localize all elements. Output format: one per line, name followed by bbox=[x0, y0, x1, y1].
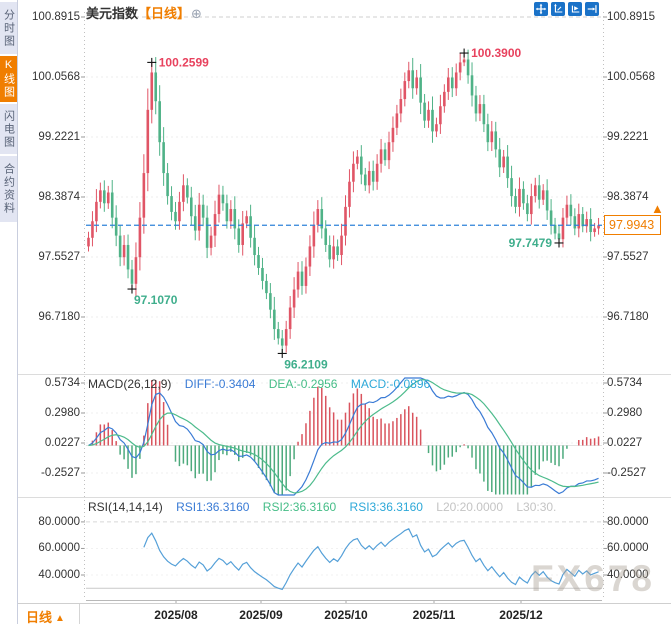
macd-axis-label: 0.0227 bbox=[44, 437, 80, 449]
y-axis-label: 96.7180 bbox=[38, 311, 80, 323]
rsi-l30-value: L30:30. bbox=[516, 500, 557, 514]
macd-axis-label: 0.2980 bbox=[44, 407, 80, 419]
rsi-axis-label: 40.0000 bbox=[607, 569, 649, 581]
symbol-name: 美元指数 bbox=[86, 6, 139, 21]
macd-header: MACD(26,12,9) DIFF:-0.3404 DEA:-0.2956 M… bbox=[88, 377, 440, 391]
macd-axis-label: 0.5734 bbox=[44, 377, 80, 389]
period-toggle-arrow-icon: ▲ bbox=[55, 613, 65, 624]
y-axis-label: 100.8915 bbox=[607, 11, 655, 23]
x-axis-label: 2025/10 bbox=[324, 608, 368, 622]
scale-x-icon[interactable] bbox=[568, 2, 582, 16]
y-axis-label: 97.5527 bbox=[607, 251, 649, 263]
y-axis-label: 100.8915 bbox=[32, 11, 80, 23]
macd-axis-label: -0.2527 bbox=[607, 467, 647, 479]
y-axis-label: 97.5527 bbox=[38, 251, 80, 263]
y-axis-label: 96.7180 bbox=[607, 311, 649, 323]
sidebar-item-contract-info[interactable]: 合约资料 bbox=[0, 156, 17, 222]
x-axis-label: 2025/08 bbox=[154, 608, 198, 622]
x-axis-label: 2025/09 bbox=[239, 608, 283, 622]
panel-divider bbox=[18, 497, 671, 498]
macd-params: MACD(26,12,9) bbox=[88, 377, 172, 391]
period-label: 日线 bbox=[26, 610, 53, 624]
rsi-axis-label: 40.0000 bbox=[38, 569, 80, 581]
current-price-value: 97.9943 bbox=[609, 218, 655, 232]
svg-text:97.7479: 97.7479 bbox=[509, 236, 553, 250]
y-axis-label: 98.3874 bbox=[38, 191, 80, 203]
sidebar-item-time-chart[interactable]: 分时图 bbox=[0, 2, 17, 54]
svg-text:100.2599: 100.2599 bbox=[159, 55, 209, 69]
price-up-arrow-icon: ▲ bbox=[651, 201, 664, 216]
rsi-header: RSI(14,14,14) RSI1:36.3160 RSI2:36.3160 … bbox=[88, 500, 566, 514]
macd-axis-label: 0.5734 bbox=[607, 377, 643, 389]
rsi2-value: RSI2:36.3160 bbox=[262, 500, 337, 514]
macd-value: MACD:-0.0896 bbox=[350, 377, 431, 391]
chart-toolbar bbox=[534, 2, 599, 16]
current-price-tag: 97.9943 bbox=[604, 215, 661, 235]
rsi1-value: RSI1:36.3160 bbox=[176, 500, 250, 514]
scale-y-icon[interactable] bbox=[551, 2, 565, 16]
x-axis-label: 2025/12 bbox=[499, 608, 543, 622]
rsi-axis-label: 60.0000 bbox=[607, 542, 649, 554]
macd-axis-label: 0.2980 bbox=[607, 407, 643, 419]
x-axis-label: 2025/11 bbox=[412, 608, 456, 622]
rsi-axis-label: 80.0000 bbox=[38, 516, 80, 528]
svg-text:100.3900: 100.3900 bbox=[471, 46, 521, 60]
svg-text:96.2109: 96.2109 bbox=[284, 357, 328, 371]
rsi3-value: RSI3:36.3160 bbox=[349, 500, 423, 514]
pan-icon[interactable] bbox=[534, 2, 548, 16]
sidebar-item-lightning-chart[interactable]: 闪电图 bbox=[0, 104, 17, 154]
macd-axis-label: 0.0227 bbox=[607, 437, 643, 449]
y-axis-label: 98.3874 bbox=[607, 191, 649, 203]
watermark: FX678 bbox=[531, 558, 656, 599]
chart-title: 美元指数【日线】⊕ bbox=[86, 3, 202, 22]
y-axis-label: 99.2221 bbox=[38, 131, 80, 143]
rsi-axis-label: 60.0000 bbox=[38, 542, 80, 554]
divider bbox=[79, 604, 80, 624]
y-axis-label: 100.0568 bbox=[32, 71, 80, 83]
goto-latest-icon[interactable] bbox=[585, 2, 599, 16]
svg-text:97.1070: 97.1070 bbox=[134, 293, 178, 307]
sidebar-item-kline-chart[interactable]: K线图 bbox=[0, 56, 17, 102]
macd-axis-label: -0.2527 bbox=[40, 467, 80, 479]
panel-divider bbox=[18, 374, 671, 375]
y-axis-label: 99.2221 bbox=[607, 131, 649, 143]
period-tag: 【日线】 bbox=[138, 6, 191, 21]
rsi-params: RSI(14,14,14) bbox=[88, 500, 163, 514]
rsi-axis-label: 80.0000 bbox=[607, 516, 649, 528]
period-selector[interactable]: 日线 ▲ bbox=[26, 607, 65, 624]
y-axis-label: 100.0568 bbox=[607, 71, 655, 83]
macd-dea-value: DEA:-0.2956 bbox=[268, 377, 338, 391]
time-axis: 日线 ▲ 2025/08 2025/09 2025/10 2025/11 2025… bbox=[18, 603, 671, 624]
rsi-l20-value: L20:20.0000 bbox=[436, 500, 503, 514]
chart-type-sidebar: 分时图 K线图 闪电图 合约资料 bbox=[0, 0, 18, 624]
macd-diff-value: DIFF:-0.3404 bbox=[184, 377, 256, 391]
add-indicator-icon[interactable]: ⊕ bbox=[191, 6, 202, 21]
